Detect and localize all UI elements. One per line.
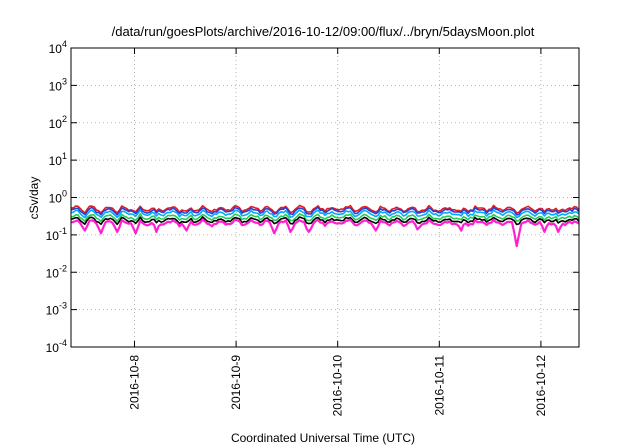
y-tick-label: 102 <box>49 114 67 131</box>
chart-title: /data/run/goesPlots/archive/2016-10-12/0… <box>112 24 535 39</box>
series-line <box>70 218 580 248</box>
x-tick-label: 2016-10-10 <box>331 355 345 417</box>
y-tick-label: 103 <box>49 76 67 93</box>
y-tick-label: 100 <box>49 189 67 206</box>
y-tick-label: 10-3 <box>46 301 67 318</box>
x-tick-label: 2016-10-8 <box>128 355 142 410</box>
y-tick-label: 101 <box>49 151 67 168</box>
y-axis-label: cSv/day <box>27 177 41 220</box>
y-tick-label: 10-4 <box>46 338 67 355</box>
series-line <box>70 206 580 216</box>
series-line <box>70 204 580 214</box>
grid-lines <box>71 48 579 347</box>
series-line <box>70 213 580 223</box>
x-tick-label: 2016-10-11 <box>432 355 446 416</box>
series-layer <box>70 204 580 248</box>
y-tick-label: 10-2 <box>46 263 67 280</box>
series-line <box>70 216 580 226</box>
x-tick-label: 2016-10-12 <box>534 355 548 417</box>
y-tick-label: 10-1 <box>46 226 67 243</box>
x-axis-label: Coordinated Universal Time (UTC) <box>231 431 415 445</box>
y-tick-label: 104 <box>49 39 67 56</box>
series-line <box>70 209 580 219</box>
x-tick-label: 2016-10-9 <box>229 355 243 410</box>
